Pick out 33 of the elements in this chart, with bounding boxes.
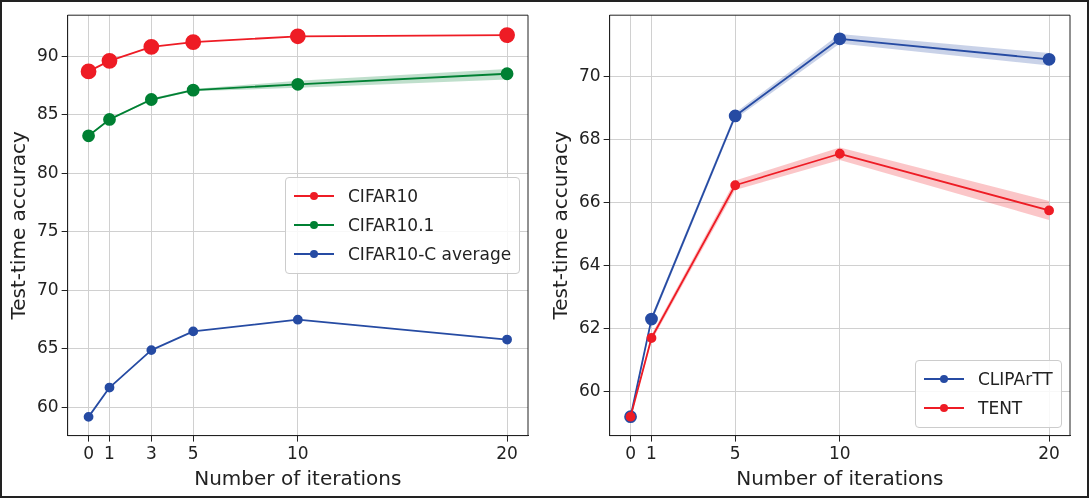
x-tick-label: 10 xyxy=(287,443,309,464)
y-tick-label: 62 xyxy=(578,316,601,337)
x-tick-label: 1 xyxy=(646,443,657,464)
y-axis-title: Test-time accuracy xyxy=(548,131,573,321)
x-tick-label: 1 xyxy=(104,443,115,464)
x-axis-title: Number of iterations xyxy=(736,466,944,491)
y-tick-label: 70 xyxy=(36,278,59,299)
y-tick-label: 60 xyxy=(36,395,59,416)
y-tick-label: 70 xyxy=(578,65,601,86)
y-tick-label: 75 xyxy=(36,220,59,241)
y-tick-label: 80 xyxy=(36,161,59,182)
y-tick-label: 85 xyxy=(36,103,59,124)
y-tick-label: 65 xyxy=(36,337,59,358)
y-tick-label: 64 xyxy=(578,253,601,274)
legend-label: CLIPArTT xyxy=(978,369,1053,390)
x-tick-label: 10 xyxy=(829,443,851,464)
x-tick-label: 0 xyxy=(83,443,94,464)
legend-label: CIFAR10-C average xyxy=(348,244,512,265)
y-tick-label: 60 xyxy=(578,379,601,400)
x-axis-title: Number of iterations xyxy=(194,466,402,491)
y-axis-title: Test-time accuracy xyxy=(6,131,31,321)
x-tick-label: 0 xyxy=(625,443,636,464)
x-tick-label: 5 xyxy=(729,443,741,464)
x-tick-label: 20 xyxy=(496,443,518,464)
y-tick-label: 68 xyxy=(578,128,601,149)
y-tick-label: 90 xyxy=(36,44,59,65)
x-tick-label: 20 xyxy=(1038,443,1060,464)
legend-label: TENT xyxy=(978,398,1023,419)
x-tick-label: 5 xyxy=(187,443,199,464)
y-tick-label: 66 xyxy=(578,190,601,211)
legend-label: CIFAR10 xyxy=(348,186,419,207)
legend-label: CIFAR10.1 xyxy=(348,215,435,236)
x-tick-label: 3 xyxy=(145,443,157,464)
